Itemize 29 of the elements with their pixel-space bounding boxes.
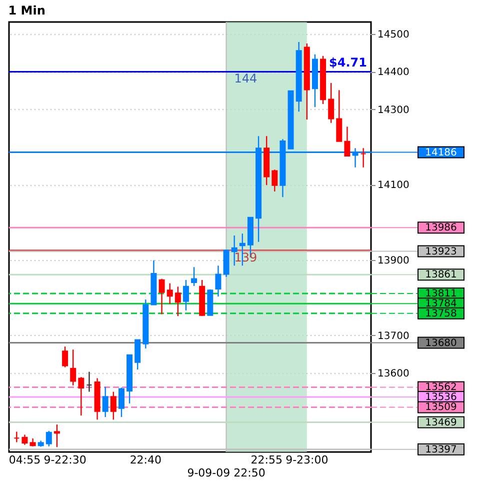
ref-line-label: 13986 — [425, 222, 457, 234]
ref-line-label: 13861 — [425, 270, 457, 281]
y-tick-label: 14500 — [378, 30, 410, 41]
x-tick-label: 04:55 — [8, 454, 41, 466]
ref-line-label: 13811 — [425, 288, 457, 300]
y-tick-label: 13700 — [378, 330, 410, 342]
y-tick-label: 14100 — [378, 180, 410, 192]
ref-line-label: 13536 — [425, 392, 457, 404]
ref-line-label: 13469 — [425, 417, 457, 428]
ref-line-label: 13680 — [425, 338, 457, 349]
y-tick-label: 13600 — [378, 368, 410, 380]
annotation: $4.71 — [329, 56, 367, 70]
chart-title: 1 Min — [8, 3, 46, 18]
y-tick-label: 14400 — [378, 67, 410, 78]
annotation: 144 — [234, 72, 258, 86]
y-tick-label: 13900 — [378, 255, 410, 266]
x-tick-label: 22:55 — [250, 454, 282, 466]
ref-line-label: 13923 — [425, 246, 457, 258]
ref-line-label: 13397 — [425, 444, 457, 456]
ref-line-label: 13784 — [425, 298, 457, 310]
x-tick-label: 9-23:00 — [286, 454, 328, 466]
y-tick-label: 14300 — [378, 104, 410, 116]
x-tick-label: 22:40 — [130, 454, 162, 466]
x-tick-label: 9-09-09 22:50 — [187, 466, 266, 480]
ref-line-label: 13509 — [425, 402, 457, 414]
x-tick-label: 9-22:30 — [44, 454, 86, 466]
ref-line-label: 13758 — [425, 308, 457, 320]
ref-line-label: 14186 — [425, 147, 457, 158]
ref-line-label: 13562 — [425, 382, 457, 394]
